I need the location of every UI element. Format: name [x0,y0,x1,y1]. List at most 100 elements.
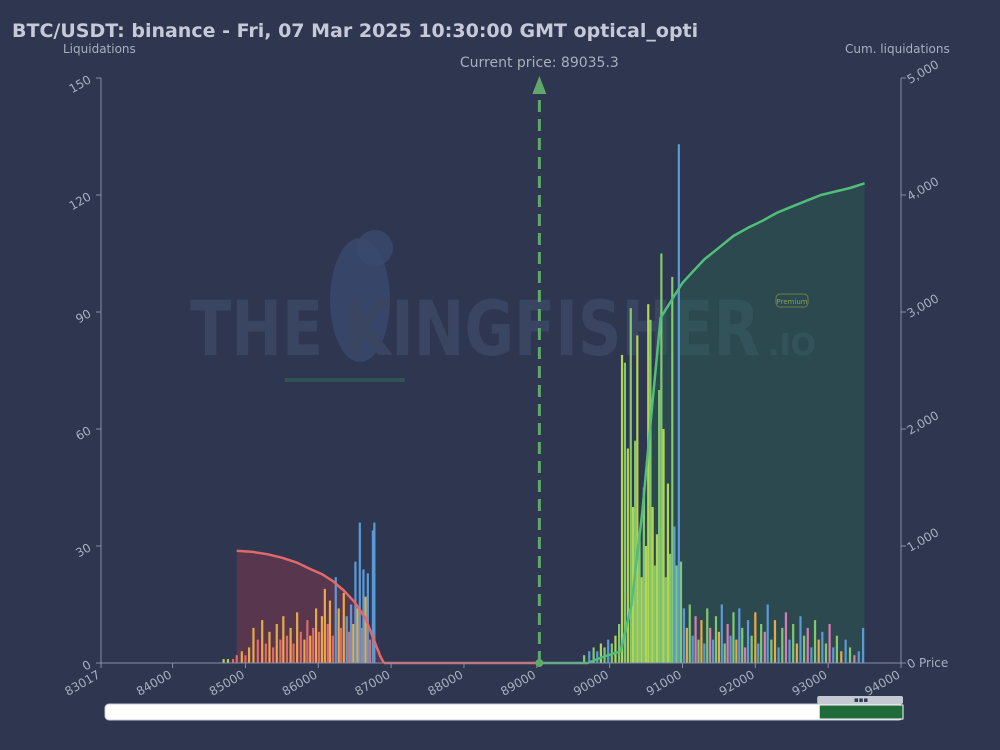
liquidation-bar [857,651,860,663]
liquidation-bar [289,627,292,663]
liquidation-bar [694,616,697,663]
liquidation-bar [599,643,602,663]
liquidation-bar [583,655,586,663]
y-right-tick-label: 3,000 [905,291,942,320]
liquidation-bar [292,643,295,663]
liquidation-bar [373,522,376,663]
y-right-tick-label: 1,000 [905,525,942,554]
liquidation-bar [688,604,691,663]
premium-badge [775,293,809,308]
y-left-tick-label: 60 [73,423,93,443]
liquidation-bar [642,487,645,663]
liquidation-bar [354,561,357,663]
liquidation-bar [792,624,795,663]
liquidation-bar [222,659,225,663]
liquidation-bar [349,604,353,663]
premium-badge-label: Premium [776,298,807,306]
liquidation-bar [746,620,750,663]
y-right-tick-label: 2,000 [905,408,942,437]
liquidation-bar [364,596,367,663]
chart-title: BTC/USDT: binance - Fri, 07 Mar 2025 10:… [12,20,699,42]
x-tick-label: 86000 [280,667,320,698]
liquidation-bar [717,631,721,663]
liquidation-bar [832,647,835,663]
liquidation-bar [744,647,747,663]
liquidation-bar [256,639,259,663]
liquidation-bar [714,616,718,663]
current-price-arrow-head-icon [532,76,547,94]
long-cum-line [539,182,865,665]
liquidation-bar [685,627,688,663]
liquidation-bar [323,588,326,663]
liquidation-bar [337,608,340,663]
y-left-tick-label: 30 [73,540,93,560]
liquidation-bar [623,362,627,663]
scrollbar-track[interactable] [104,703,904,721]
liquidation-bar [285,635,289,663]
current-price-dot [535,659,544,667]
liquidation-bar [763,631,766,663]
liquidation-bar [813,620,817,663]
x-tick-label: 89000 [498,667,538,698]
liquidation-bar [312,627,315,663]
liquidation-bar [754,612,757,663]
liquidation-bar [735,639,738,663]
x-tick-label: 85000 [207,667,247,698]
liquidation-bar [675,565,678,663]
liquidation-bar [629,308,632,663]
kingfisher-watermark: THE KINGFISHER .IO Premium [190,230,816,382]
scrollbar-window[interactable] [818,704,904,720]
liquidation-bar [647,304,650,663]
liquidation-bar [671,276,674,663]
x-tick-label: 93000 [790,667,830,698]
liquidation-bar [252,627,255,663]
liquidation-bar [347,631,350,663]
liquidation-bar [356,608,359,663]
y-left-tick-label: 90 [73,306,93,326]
liquidation-bar [272,647,275,663]
scrollbar-handle[interactable] [817,696,903,704]
liquidation-bar [666,483,670,663]
liquidation-bar [781,627,784,663]
liquidation-bar [334,577,337,663]
liquidation-bar [691,635,694,663]
liquidation-bar [299,631,302,663]
liquidation-bar [697,639,700,663]
liquidation-bar [766,604,769,663]
liquidation-bar [862,627,865,663]
liquidation-bar [596,651,599,663]
liquidation-bar [588,651,591,663]
liquidation-bar [366,573,369,663]
x-tick-label: 91000 [644,667,684,698]
liquidation-bar [634,440,637,663]
liquidation-bar [226,659,230,663]
liquidation-bar [806,627,809,663]
y-left-axis-label: Liquidations [63,42,136,56]
liquidation-bar [660,253,663,663]
liquidation-bar [788,639,791,663]
liquidation-bar [738,608,741,663]
liquidation-bar [339,627,342,663]
y-right-tick-label: 5,000 [905,57,942,86]
liquidation-bar [620,354,624,663]
liquidation-bar [342,592,345,663]
liquidation-bar [306,620,309,663]
x-tick-label: 83017 [62,667,102,698]
liquidation-bar [824,643,828,663]
x-tick-label: 92000 [717,667,757,698]
liquidation-bar [703,643,706,663]
range-scrollbar[interactable]: ▪▪▪ [104,696,904,721]
liquidation-bar [662,429,665,663]
liquidation-bar [732,612,735,663]
liquidation-bar [741,627,744,663]
watermark-water-icon [285,378,405,382]
liquidation-bar [729,635,732,663]
liquidation-bar [770,639,773,663]
watermark-bird-head-icon [357,230,393,266]
liquidation-bar [326,624,329,663]
scrollbar-grip-icon[interactable]: ▪▪▪ [854,696,868,704]
x-tick-label: 94000 [862,667,902,698]
liquidation-bar [658,390,661,663]
liquidation-bar [810,647,813,663]
